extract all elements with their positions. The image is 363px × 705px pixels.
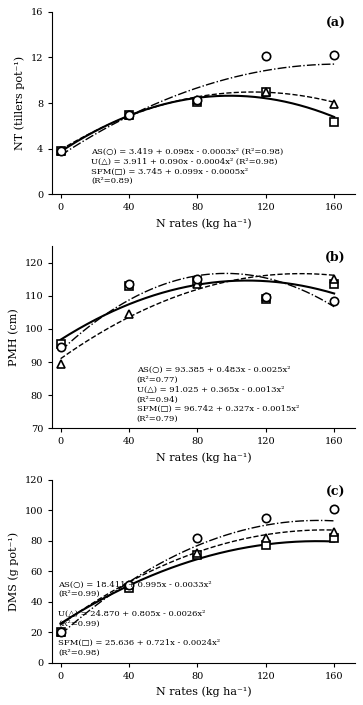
Text: AS(○) = 3.419 + 0.098x - 0.0003x² (R²=0.98)
U(△) = 3.911 + 0.090x - 0.0004x² (R²: AS(○) = 3.419 + 0.098x - 0.0003x² (R²=0.… (91, 148, 284, 185)
X-axis label: N rates (kg ha⁻¹): N rates (kg ha⁻¹) (156, 686, 251, 697)
Y-axis label: PMH (cm): PMH (cm) (9, 308, 19, 366)
Text: (b): (b) (325, 252, 346, 264)
Text: AS(○) = 93.385 + 0.483x - 0.0025x²
(R²=0.77)
U(△) = 91.025 + 0.365x - 0.0013x²
(: AS(○) = 93.385 + 0.483x - 0.0025x² (R²=0… (137, 366, 299, 423)
X-axis label: N rates (kg ha⁻¹): N rates (kg ha⁻¹) (156, 452, 251, 462)
Y-axis label: NT (tillers pot⁻¹): NT (tillers pot⁻¹) (15, 56, 25, 150)
Y-axis label: DMS (g pot⁻¹): DMS (g pot⁻¹) (8, 532, 19, 611)
X-axis label: N rates (kg ha⁻¹): N rates (kg ha⁻¹) (156, 218, 251, 228)
Text: (c): (c) (326, 486, 346, 498)
Text: (a): (a) (326, 18, 346, 30)
Text: AS(○) = 18.411 + 0.995x - 0.0033x²
(R²=0.99)

U(△) = 24.870 + 0.805x - 0.0026x²
: AS(○) = 18.411 + 0.995x - 0.0033x² (R²=0… (58, 580, 220, 657)
